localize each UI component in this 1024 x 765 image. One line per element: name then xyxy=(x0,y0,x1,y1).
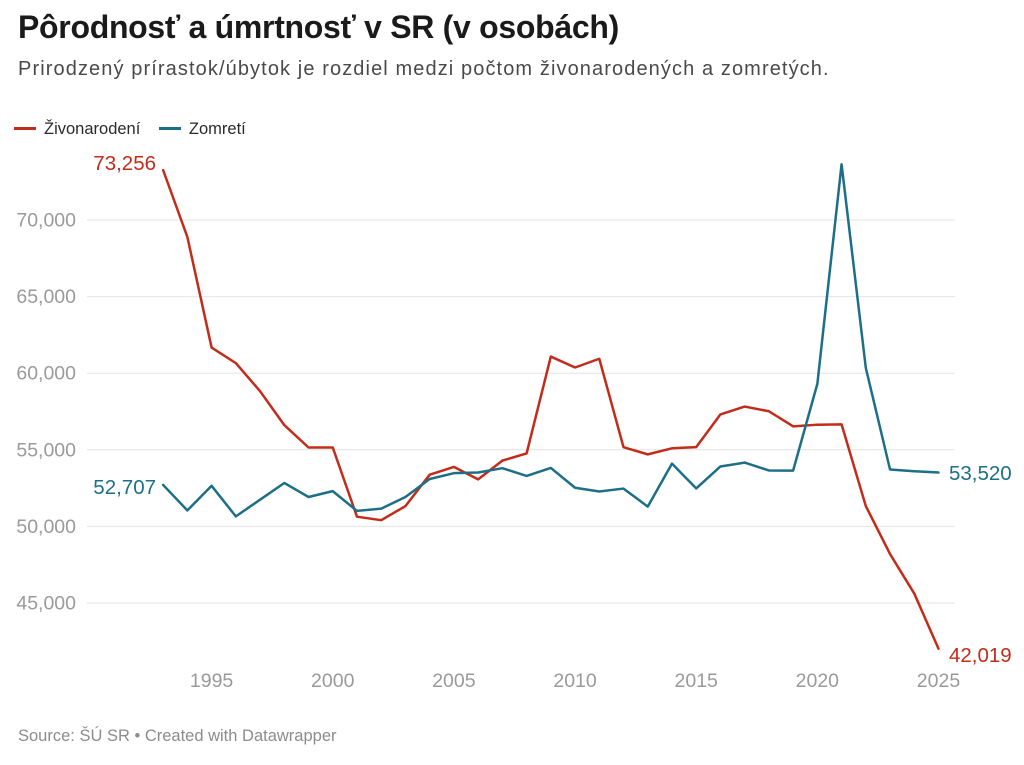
svg-text:2020: 2020 xyxy=(796,670,840,692)
svg-text:60,000: 60,000 xyxy=(16,363,76,385)
svg-text:53,520: 53,520 xyxy=(949,462,1012,485)
svg-text:55,000: 55,000 xyxy=(16,439,76,461)
svg-text:65,000: 65,000 xyxy=(16,286,76,308)
svg-text:2015: 2015 xyxy=(675,670,719,692)
svg-text:2005: 2005 xyxy=(432,670,476,692)
svg-text:52,707: 52,707 xyxy=(93,476,156,499)
svg-text:1995: 1995 xyxy=(190,670,234,692)
svg-text:45,000: 45,000 xyxy=(16,593,76,615)
svg-text:42,019: 42,019 xyxy=(949,644,1012,667)
svg-text:2025: 2025 xyxy=(917,670,961,692)
svg-text:73,256: 73,256 xyxy=(93,152,156,175)
svg-text:70,000: 70,000 xyxy=(16,210,76,232)
svg-text:2000: 2000 xyxy=(311,670,355,692)
svg-text:50,000: 50,000 xyxy=(16,516,76,538)
svg-text:2010: 2010 xyxy=(553,670,597,692)
